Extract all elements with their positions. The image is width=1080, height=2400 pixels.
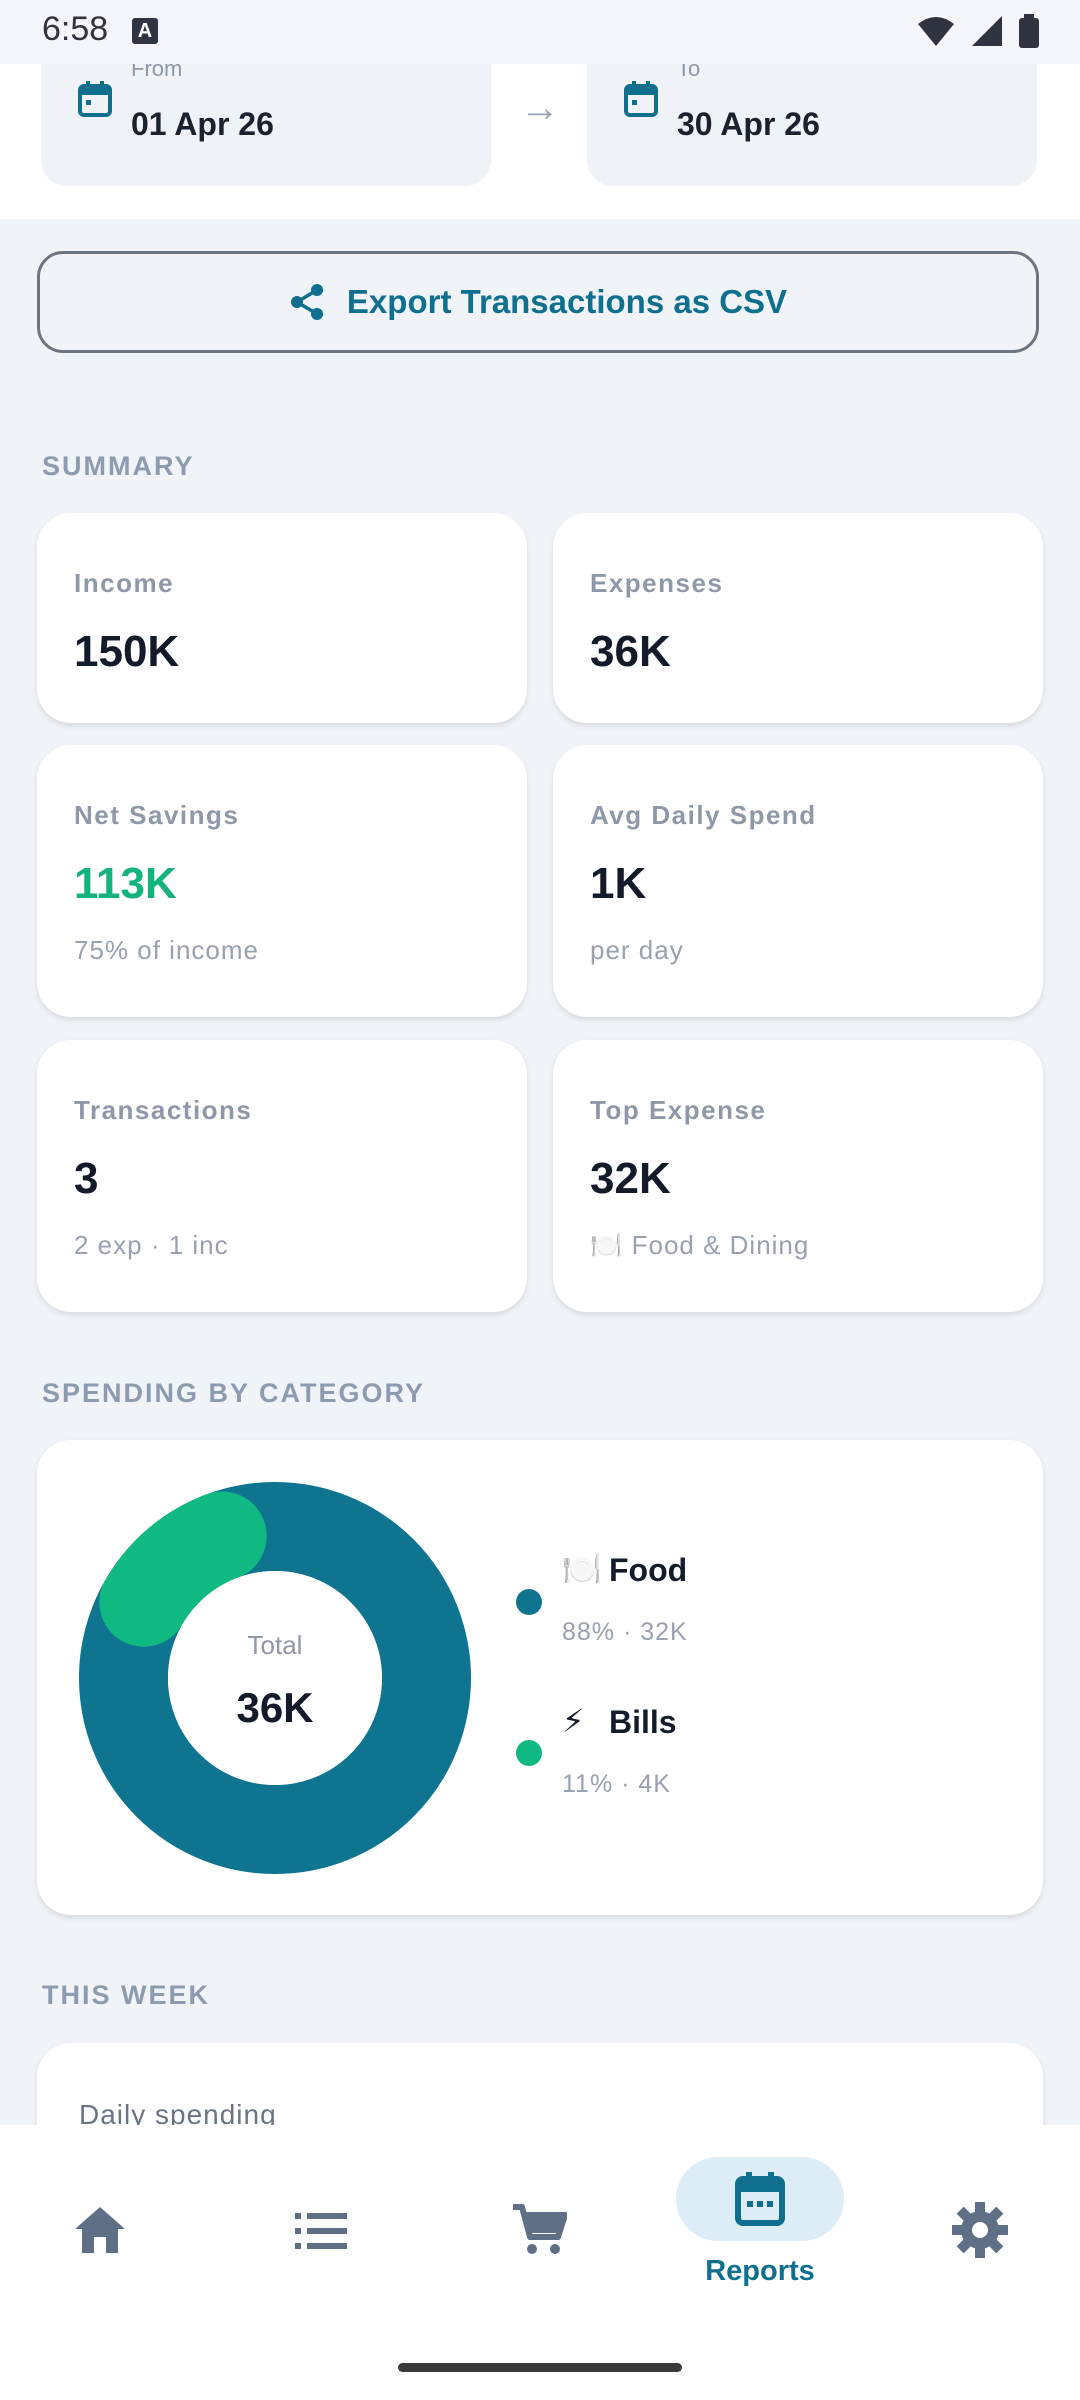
avg-daily-label: Avg Daily Spend (590, 800, 817, 830)
summary-section-label: SUMMARY (42, 451, 195, 481)
calendar-icon (624, 81, 658, 117)
cart-icon (513, 2204, 567, 2254)
avg-daily-spend-card: Avg Daily Spend 1K per day (553, 745, 1043, 1017)
gear-icon (952, 2202, 1008, 2258)
arrow-right-icon: → (520, 86, 560, 130)
top-expense-card: Top Expense 32K 🍽️ Food & Dining (553, 1040, 1043, 1312)
home-indicator (398, 2363, 682, 2372)
list-icon (295, 2213, 347, 2249)
legend-name-food: Food (609, 1552, 688, 1588)
top-expense-sub: 🍽️ Food & Dining (590, 1230, 810, 1260)
transactions-card: Transactions 3 2 exp · 1 inc (37, 1040, 527, 1312)
daily-spending-title: Daily spending (79, 2099, 277, 2130)
donut-segment-bills (99, 1491, 267, 1647)
net-savings-card: Net Savings 113K 75% of income (37, 745, 527, 1017)
donut-segment-food (79, 1482, 471, 1874)
net-savings-sub: 75% of income (74, 935, 259, 965)
legend-name-bills: Bills (609, 1704, 677, 1740)
expenses-value: 36K (590, 627, 671, 676)
top-expense-label: Top Expense (590, 1095, 767, 1125)
avg-daily-value: 1K (590, 859, 647, 908)
nav-home[interactable] (0, 2125, 200, 2325)
status-time: 6:58 (42, 10, 109, 48)
share-icon (290, 284, 323, 320)
transactions-label: Transactions (74, 1095, 253, 1125)
notification-a-icon: A (132, 18, 158, 44)
calendar-icon (735, 2172, 785, 2226)
nav-reports-label: Reports (705, 2255, 815, 2287)
transactions-sub: 2 exp · 1 inc (74, 1230, 229, 1260)
to-date-picker[interactable]: To 30 Apr 26 (587, 56, 1037, 186)
home-icon (75, 2207, 125, 2253)
category-section-label: SPENDING BY CATEGORY (42, 1378, 426, 1408)
top-expense-value: 32K (590, 1154, 671, 1203)
net-savings-label: Net Savings (74, 800, 240, 830)
battery-icon (1019, 14, 1039, 48)
wifi-icon (918, 17, 954, 46)
donut-center-value: 36K (236, 1684, 314, 1731)
category-donut-chart (79, 1482, 471, 1874)
donut-center-label: Total (247, 1630, 303, 1660)
nav-reports-active-pill (676, 2157, 844, 2241)
from-date-picker[interactable]: From 01 Apr 26 (41, 56, 491, 186)
income-label: Income (74, 568, 175, 598)
date-range-panel: From 01 Apr 26 → To 30 Apr 26 (0, 56, 1080, 219)
nav-settings[interactable] (880, 2125, 1080, 2325)
export-label: Export Transactions as CSV (346, 283, 788, 320)
calendar-icon (78, 81, 112, 117)
to-date-value: 30 Apr 26 (677, 106, 820, 142)
legend-dot-food (516, 1589, 542, 1615)
legend-sub-food: 88% · 32K (562, 1618, 688, 1646)
legend-sub-bills: 11% · 4K (562, 1770, 671, 1798)
export-csv-button[interactable]: Export Transactions as CSV (37, 251, 1039, 353)
expenses-label: Expenses (590, 568, 724, 598)
signal-icon (972, 16, 1002, 46)
legend-emoji-food-icon: 🍽️ (562, 1551, 602, 1587)
net-savings-value: 113K (74, 859, 177, 908)
avg-daily-sub: per day (590, 935, 684, 965)
from-date-value: 01 Apr 26 (131, 106, 274, 142)
expenses-card: Expenses 36K (553, 513, 1043, 723)
nav-shopping[interactable] (440, 2125, 640, 2325)
this-week-section-label: THIS WEEK (42, 1980, 211, 2010)
bottom-nav: Reports (0, 2125, 1080, 2400)
category-card: Total 36K 🍽️ Food 88% · 32K ⚡ Bills 11% … (37, 1440, 1043, 1915)
transactions-value: 3 (74, 1154, 99, 1203)
nav-transactions[interactable] (220, 2125, 420, 2325)
status-icons (916, 14, 1040, 48)
legend-emoji-bills-icon: ⚡ (562, 1703, 585, 1739)
status-bar: 6:58 A (0, 0, 1080, 64)
income-value: 150K (74, 627, 180, 676)
legend-dot-bills (516, 1740, 542, 1766)
income-card: Income 150K (37, 513, 527, 723)
